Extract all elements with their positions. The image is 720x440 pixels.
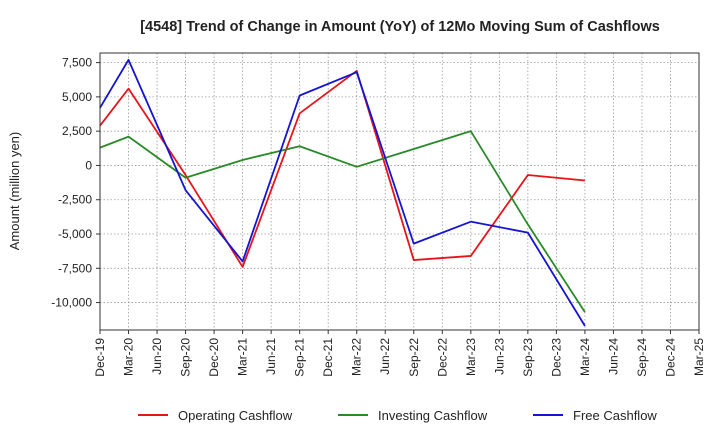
y-tick-label: -10,000 xyxy=(51,296,92,310)
y-tick-label: -2,500 xyxy=(58,193,92,207)
y-tick-label: 0 xyxy=(85,158,92,172)
x-tick-label: Mar-21 xyxy=(236,338,250,376)
plot-frame xyxy=(99,52,700,331)
x-tick-label: Dec-21 xyxy=(321,338,335,377)
series-line-free-cashflow xyxy=(99,58,586,327)
plot-area: 7,500 5,000 2,500 0 -2,500 -5,000 -7,500 -10,00… xyxy=(51,52,706,377)
y-tick-label: -7,500 xyxy=(58,261,92,275)
x-tick-label: Mar-23 xyxy=(464,338,478,376)
x-tick-label: Dec-24 xyxy=(663,338,677,377)
legend-label: Investing Cashflow xyxy=(378,408,488,423)
series-line-investing-cashflow xyxy=(99,130,586,313)
x-tick-label: Jun-22 xyxy=(378,338,392,375)
y-tick-label: 5,000 xyxy=(62,90,92,104)
x-tick-label: Mar-25 xyxy=(692,338,706,376)
x-tick-label: Sep-21 xyxy=(293,338,307,377)
x-tick-label: Dec-22 xyxy=(435,338,449,377)
x-tick-label: Jun-24 xyxy=(606,338,620,375)
x-tick-label: Dec-19 xyxy=(93,338,107,377)
x-tick-label: Sep-24 xyxy=(635,338,649,377)
chart-title: [4548] Trend of Change in Amount (YoY) o… xyxy=(140,19,660,35)
plot-background xyxy=(100,53,699,330)
y-axis-label: Amount (million yen) xyxy=(7,132,22,251)
legend-label: Operating Cashflow xyxy=(178,408,293,423)
x-tick-label: Sep-22 xyxy=(407,338,421,377)
x-tick-label: Jun-23 xyxy=(492,338,506,375)
y-tick-label: -5,000 xyxy=(58,227,92,241)
x-tick-label: Mar-24 xyxy=(578,338,592,376)
x-tick-label: Sep-23 xyxy=(521,338,535,377)
x-tick-label: Sep-20 xyxy=(179,338,193,377)
x-tick-label: Mar-22 xyxy=(350,338,364,376)
x-tick-label: Dec-20 xyxy=(207,338,221,377)
legend: Operating Cashflow Investing Cashflow Free… xyxy=(138,408,657,423)
x-tick-label: Mar-20 xyxy=(122,338,136,376)
x-tick-label: Dec-23 xyxy=(549,338,563,377)
y-tick-label: 2,500 xyxy=(62,124,92,138)
series-line-operating-cashflow xyxy=(99,69,585,268)
x-tick-label: Jun-21 xyxy=(264,338,278,375)
y-tick-label: 7,500 xyxy=(62,56,92,70)
legend-label: Free Cashflow xyxy=(573,408,657,423)
x-tick-label: Jun-20 xyxy=(150,338,164,375)
